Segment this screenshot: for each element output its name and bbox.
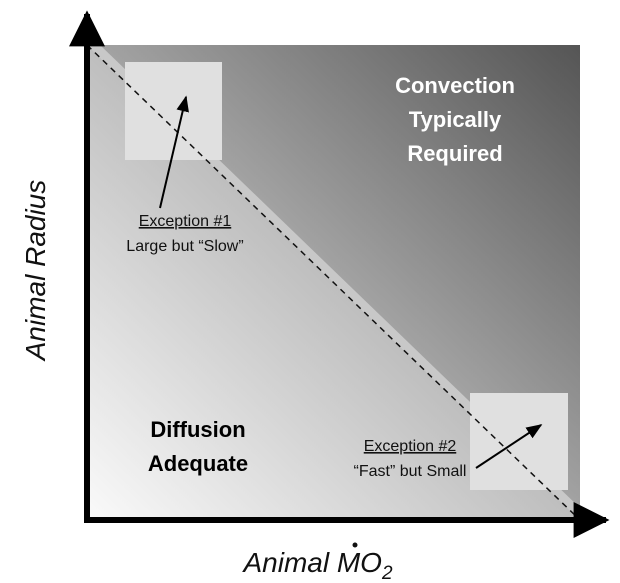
exception-box [470, 393, 568, 490]
exception-title: Exception #2 [364, 438, 457, 455]
exception-title: Exception #1 [139, 213, 232, 230]
rate-dot [352, 542, 358, 548]
x-label-text: Animal MO [241, 547, 381, 578]
y-axis-label: Animal Radius [20, 180, 51, 363]
region-label: Convection [395, 73, 515, 98]
region-label: Required [407, 141, 502, 166]
arrow [475, 424, 543, 469]
exception-box [125, 62, 222, 160]
x-axis-label: Animal MO2 [241, 547, 392, 583]
region-label: Typically [409, 107, 502, 132]
x-label-subscript: 2 [381, 563, 393, 583]
exception-text: Large but “Slow” [126, 238, 243, 255]
region-label: Diffusion [150, 417, 245, 442]
threshold-line [86, 44, 581, 521]
region-label: Adequate [148, 451, 248, 476]
exception-text: “Fast” but Small [354, 463, 467, 480]
arrow [159, 95, 189, 209]
